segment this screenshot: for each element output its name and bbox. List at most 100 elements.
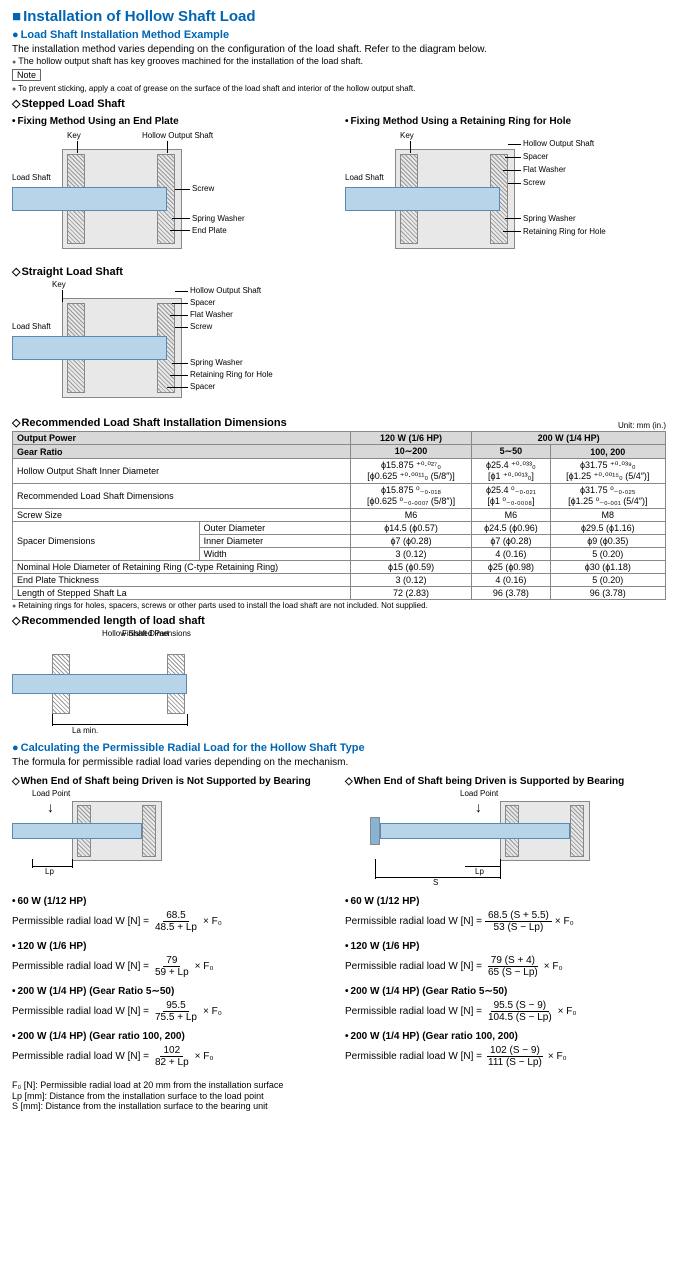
diagram-label: Retaining Ring for Hole <box>523 227 606 236</box>
table-cell: ϕ7 (ϕ0.28) <box>350 535 471 548</box>
table-header: 5∼50 <box>472 445 550 459</box>
formula: Permissible radial load W [N] = 95.575.5… <box>12 1000 222 1023</box>
diagram-label: Screw <box>192 184 214 193</box>
diagram-label: Key <box>67 131 81 140</box>
table-cell: ϕ9 (ϕ0.35) <box>550 535 665 548</box>
diagram-label: End Plate <box>192 226 227 235</box>
note-badge: Note <box>12 69 41 81</box>
power-label: 200 W (1/4 HP) (Gear Ratio 5∼50) <box>12 986 333 997</box>
table-cell: 4 (0.16) <box>472 574 550 587</box>
definition: Lp [mm]: Distance from the installation … <box>12 1091 666 1101</box>
page-title: Installation of Hollow Shaft Load <box>12 8 666 25</box>
section-heading: Calculating the Permissible Radial Load … <box>12 742 666 754</box>
table-cell: ϕ25 (ϕ0.98) <box>472 561 550 574</box>
diagram-label: Load Shaft <box>345 173 384 182</box>
diagram-label: Hollow Output Shaft <box>190 286 261 295</box>
table-cell: ϕ25.4 ⁰₋₀.₀₂₁[ϕ1 ⁰₋₀.₀₀₀₈] <box>472 484 550 509</box>
diagram-title: Fixing Method Using an End Plate <box>12 116 333 127</box>
diagram-label: Retaining Ring for Hole <box>190 370 273 379</box>
table-cell: M6 <box>350 509 471 522</box>
diagram-title: Fixing Method Using a Retaining Ring for… <box>345 116 666 127</box>
diagram-case-right: Load Point ↓ Lp S <box>345 789 666 884</box>
table-cell: 3 (0.12) <box>350 548 471 561</box>
table-row-label: Outer Diameter <box>199 522 350 535</box>
diagram-label: Load Shaft <box>12 322 51 331</box>
power-label: 60 W (1/12 HP) <box>345 896 666 907</box>
table-cell: ϕ7 (ϕ0.28) <box>472 535 550 548</box>
subsection-heading: Stepped Load Shaft <box>12 97 666 110</box>
power-label: 200 W (1/4 HP) (Gear ratio 100, 200) <box>12 1031 333 1042</box>
table-cell: ϕ14.5 (ϕ0.57) <box>350 522 471 535</box>
diagram-label: Hollow Output Shaft <box>523 139 594 148</box>
table-header: Output Power <box>13 432 351 445</box>
unit-label: Unit: mm (in.) <box>618 421 666 430</box>
power-label: 60 W (1/12 HP) <box>12 896 333 907</box>
diagram-label: Spacer <box>190 298 215 307</box>
table-cell: 72 (2.83) <box>350 587 471 600</box>
section-heading: Load Shaft Installation Method Example <box>12 29 666 41</box>
diagram-case-left: Load Point ↓ Lp <box>12 789 333 874</box>
table-header: 120 W (1/6 HP) <box>350 432 471 445</box>
diagram-label: Screw <box>523 178 545 187</box>
table-cell: M8 <box>550 509 665 522</box>
diagram-label: Spacer <box>523 152 548 161</box>
diagram-label: Lp <box>45 867 54 876</box>
table-cell: ϕ31.75 ⁺⁰·⁰³⁹₀[ϕ1.25 ⁺⁰·⁰⁰¹⁵₀ (5/4″)] <box>550 459 665 484</box>
table-header: 10∼200 <box>350 445 471 459</box>
power-label: 200 W (1/4 HP) (Gear Ratio 5∼50) <box>345 986 666 997</box>
table-footnote: Retaining rings for holes, spacers, scre… <box>12 601 666 610</box>
table-row-label: End Plate Thickness <box>13 574 351 587</box>
table-header: Gear Ratio <box>13 445 351 459</box>
dimensions-table: Output Power 120 W (1/6 HP) 200 W (1/4 H… <box>12 431 666 600</box>
table-cell: ϕ24.5 (ϕ0.96) <box>472 522 550 535</box>
table-cell: M6 <box>472 509 550 522</box>
table-cell: ϕ30 (ϕ1.18) <box>550 561 665 574</box>
table-cell: ϕ29.5 (ϕ1.16) <box>550 522 665 535</box>
table-row-label: Width <box>199 548 350 561</box>
table-row-label: Inner Diameter <box>199 535 350 548</box>
diagram-stepped-endplate: Key Hollow Output Shaft Load Shaft Screw… <box>12 129 333 259</box>
table-cell: 5 (0.20) <box>550 574 665 587</box>
diagram-label: Flat Washer <box>190 310 233 319</box>
case-heading: When End of Shaft being Driven is Not Su… <box>12 776 333 787</box>
intro-text: The hollow output shaft has key grooves … <box>12 56 666 66</box>
diagram-label: Load Point <box>32 789 70 798</box>
table-cell: 96 (3.78) <box>550 587 665 600</box>
diagram-label: Spring Washer <box>190 358 243 367</box>
formula: Permissible radial load W [N] = 102 (S −… <box>345 1045 567 1068</box>
diagram-label: Load Point <box>460 789 498 798</box>
diagram-label: Spacer <box>190 382 215 391</box>
diagram-label: Flat Washer <box>523 165 566 174</box>
subsection-heading: Recommended length of load shaft <box>12 614 666 627</box>
diagram-length: Hollow Shaft Dimensions Finished Part La… <box>12 629 262 739</box>
formula: Permissible radial load W [N] = 68.5 (S … <box>345 910 574 933</box>
definition: F₀ [N]: Permissible radial load at 20 mm… <box>12 1080 666 1090</box>
table-cell: 4 (0.16) <box>472 548 550 561</box>
formula: Permissible radial load W [N] = 79 (S + … <box>345 955 563 978</box>
table-header: 200 W (1/4 HP) <box>472 432 666 445</box>
table-cell: 96 (3.78) <box>472 587 550 600</box>
power-label: 120 W (1/6 HP) <box>12 941 333 952</box>
power-label: 120 W (1/6 HP) <box>345 941 666 952</box>
diagram-label: La min. <box>72 726 98 735</box>
diagram-stepped-ring: Key Hollow Output Shaft Spacer Flat Wash… <box>345 129 666 259</box>
table-row-label: Spacer Dimensions <box>13 522 200 561</box>
diagram-label: Lp <box>475 867 484 876</box>
diagram-label: Spring Washer <box>192 214 245 223</box>
diagram-label: Load Shaft <box>12 173 51 182</box>
table-cell: ϕ15.875 ⁰₋₀.₀₁₈[ϕ0.625 ⁰₋₀.₀₀₀₇ (5/8″)] <box>350 484 471 509</box>
table-row-label: Length of Stepped Shaft La <box>13 587 351 600</box>
note-text: To prevent sticking, apply a coat of gre… <box>12 84 666 93</box>
table-cell: 5 (0.20) <box>550 548 665 561</box>
diagram-label: Hollow Output Shaft <box>142 131 213 140</box>
table-cell: ϕ15 (ϕ0.59) <box>350 561 471 574</box>
table-row-label: Nominal Hole Diameter of Retaining Ring … <box>13 561 351 574</box>
table-row-label: Hollow Output Shaft Inner Diameter <box>13 459 351 484</box>
table-row-label: Screw Size <box>13 509 351 522</box>
diagram-label: Spring Washer <box>523 214 576 223</box>
diagram-label: S <box>433 878 438 887</box>
table-header: 100, 200 <box>550 445 665 459</box>
diagram-label: Key <box>400 131 414 140</box>
table-cell: ϕ25.4 ⁺⁰·⁰³³₀[ϕ1 ⁺⁰·⁰⁰¹³₀] <box>472 459 550 484</box>
table-heading: Recommended Load Shaft Installation Dime… <box>12 416 287 429</box>
